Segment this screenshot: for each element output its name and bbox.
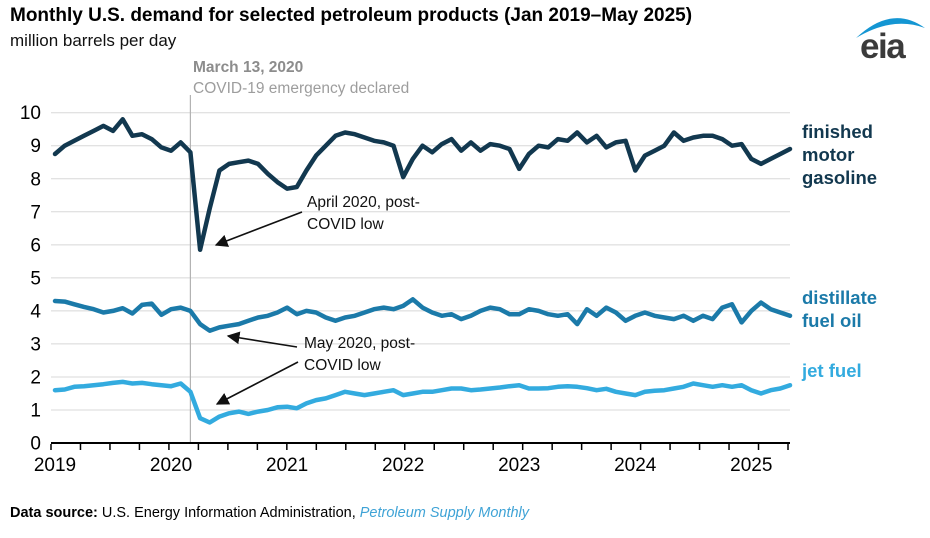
annotation-april-low: April 2020, post- COVID low	[307, 194, 420, 233]
annotation-arrows	[214, 211, 303, 405]
series-label-gasoline: finished motor gasoline	[802, 121, 878, 188]
data-source-footer: Data source: U.S. Energy Information Adm…	[10, 505, 529, 521]
series-label-distillate: distillate fuel oil	[802, 287, 878, 331]
x-tick-label: 2024	[614, 455, 657, 476]
event-line-date: March 13, 2020	[193, 59, 304, 76]
line-jet-fuel	[52, 379, 793, 425]
logo-text: eia	[860, 27, 906, 62]
y-tick-label: 5	[30, 268, 41, 289]
x-axis	[50, 442, 790, 450]
annotation-arrow	[214, 211, 303, 247]
y-tick-label: 10	[20, 103, 41, 124]
y-tick-label: 9	[30, 136, 41, 157]
y-tick-label: 7	[30, 202, 41, 223]
data-source-text: U.S. Energy Information Administration,	[97, 505, 360, 521]
data-source-label: Data source:	[10, 505, 98, 521]
y-tick-label: 4	[30, 301, 41, 322]
annotation-may-low: May 2020, post- COVID low	[304, 335, 416, 374]
annotation-arrow	[215, 361, 299, 405]
y-tick-label: 3	[30, 334, 41, 355]
y-tick-label: 6	[30, 235, 41, 256]
x-tick-label: 2023	[498, 455, 540, 476]
y-tick-label: 2	[30, 367, 41, 388]
publication-link[interactable]: Petroleum Supply Monthly	[359, 505, 530, 521]
x-tick-label: 2020	[150, 455, 192, 476]
event-line-description: COVID-19 emergency declared	[193, 80, 410, 97]
eia-logo: eia	[856, 18, 925, 62]
series-label-jet: jet fuel	[802, 360, 862, 381]
x-tick-label: 2021	[266, 455, 308, 476]
chart-units-subtitle: million barrels per day	[10, 31, 177, 50]
y-tick-label: 0	[30, 434, 41, 455]
gridlines	[51, 112, 790, 411]
page-title: Monthly U.S. demand for selected petrole…	[10, 5, 693, 26]
data-series-lines	[52, 117, 793, 425]
tick-labels: 0 1 2 3 4 5 6 7 8 9 10 2019 2020 2021 2022 2023 2024 2025	[20, 103, 773, 476]
x-tick-label: 2025	[730, 455, 772, 476]
logo-swoosh-icon	[856, 18, 925, 38]
annotation-arrow	[226, 331, 298, 348]
line-distillate-fuel-oil	[52, 297, 793, 333]
line-finished-motor-gasoline	[52, 117, 793, 253]
y-tick-label: 8	[30, 169, 41, 190]
y-tick-label: 1	[30, 400, 41, 421]
x-tick-label: 2022	[382, 455, 424, 476]
x-tick-label: 2019	[34, 455, 76, 476]
